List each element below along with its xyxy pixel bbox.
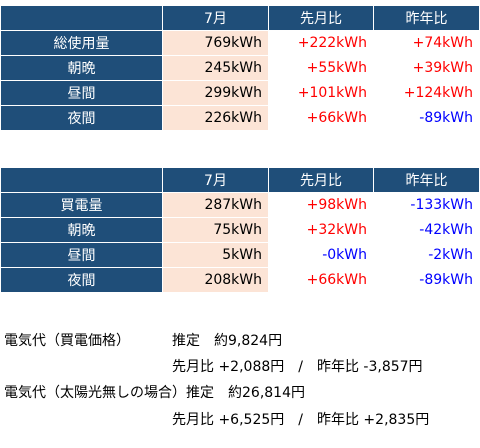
yoy-value: -89kWh <box>373 267 480 293</box>
yoy-value: -2kWh <box>373 242 480 268</box>
yoy-value: +124kWh <box>373 80 480 106</box>
row-label: 買電量 <box>0 192 163 218</box>
header-yoy: 昨年比 <box>373 167 480 193</box>
mom-value: +98kWh <box>268 192 374 218</box>
purchase-table: 7月 先月比 昨年比 買電量 287kWh +98kWh -133kWh 朝晩 … <box>0 167 480 293</box>
table-row: 買電量 287kWh +98kWh -133kWh <box>0 192 480 218</box>
month-value: 769kWh <box>162 30 269 56</box>
table-row: 昼間 299kWh +101kWh +124kWh <box>0 80 480 106</box>
month-value: 5kWh <box>162 242 269 268</box>
table-row: 朝晩 75kWh +32kWh -42kWh <box>0 217 480 243</box>
mom-value: +66kWh <box>268 267 374 293</box>
row-label: 夜間 <box>0 267 163 293</box>
mom-value: +32kWh <box>268 217 374 243</box>
cost-compare-no-solar: 先月比 +6,525円 / 昨年比 +2,835円 <box>172 412 430 428</box>
yoy-value: -133kWh <box>373 192 480 218</box>
yoy-value: +74kWh <box>373 30 480 56</box>
header-month: 7月 <box>162 167 269 193</box>
header-month: 7月 <box>162 5 269 31</box>
month-value: 287kWh <box>162 192 269 218</box>
table-header-row: 7月 先月比 昨年比 <box>0 5 480 31</box>
yoy-value: +39kWh <box>373 55 480 81</box>
header-corner <box>0 167 163 193</box>
table-row: 昼間 5kWh -0kWh -2kWh <box>0 242 480 268</box>
row-label: 朝晩 <box>0 55 163 81</box>
month-value: 226kWh <box>162 105 269 131</box>
mom-value: +55kWh <box>268 55 374 81</box>
row-label: 夜間 <box>0 105 163 131</box>
month-value: 208kWh <box>162 267 269 293</box>
cost-line-purchase: 電気代（買電価格） 推定 約9,824円 <box>4 330 282 350</box>
table-row: 夜間 226kWh +66kWh -89kWh <box>0 105 480 131</box>
cost-label-purchase: 電気代（買電価格） <box>4 333 130 349</box>
header-mom: 先月比 <box>268 167 374 193</box>
mom-value: +101kWh <box>268 80 374 106</box>
month-value: 75kWh <box>162 217 269 243</box>
table-row: 朝晩 245kWh +55kWh +39kWh <box>0 55 480 81</box>
row-label: 総使用量 <box>0 30 163 56</box>
month-value: 245kWh <box>162 55 269 81</box>
yoy-value: -89kWh <box>373 105 480 131</box>
cost-estimate-purchase: 推定 約9,824円 <box>172 333 283 349</box>
mom-value: -0kWh <box>268 242 374 268</box>
row-label: 昼間 <box>0 242 163 268</box>
table-row: 夜間 208kWh +66kWh -89kWh <box>0 267 480 293</box>
usage-table: 7月 先月比 昨年比 総使用量 769kWh +222kWh +74kWh 朝晩… <box>0 5 480 131</box>
header-mom: 先月比 <box>268 5 374 31</box>
header-corner <box>0 5 163 31</box>
table-header-row: 7月 先月比 昨年比 <box>0 167 480 193</box>
mom-value: +66kWh <box>268 105 374 131</box>
table-row: 総使用量 769kWh +222kWh +74kWh <box>0 30 480 56</box>
row-label: 昼間 <box>0 80 163 106</box>
cost-compare-purchase: 先月比 +2,088円 / 昨年比 -3,857円 <box>172 359 423 375</box>
row-label: 朝晩 <box>0 217 163 243</box>
header-yoy: 昨年比 <box>373 5 480 31</box>
month-value: 299kWh <box>162 80 269 106</box>
cost-line-no-solar: 電気代（太陽光無しの場合）推定 約26,814円 <box>4 385 305 401</box>
yoy-value: -42kWh <box>373 217 480 243</box>
mom-value: +222kWh <box>268 30 374 56</box>
